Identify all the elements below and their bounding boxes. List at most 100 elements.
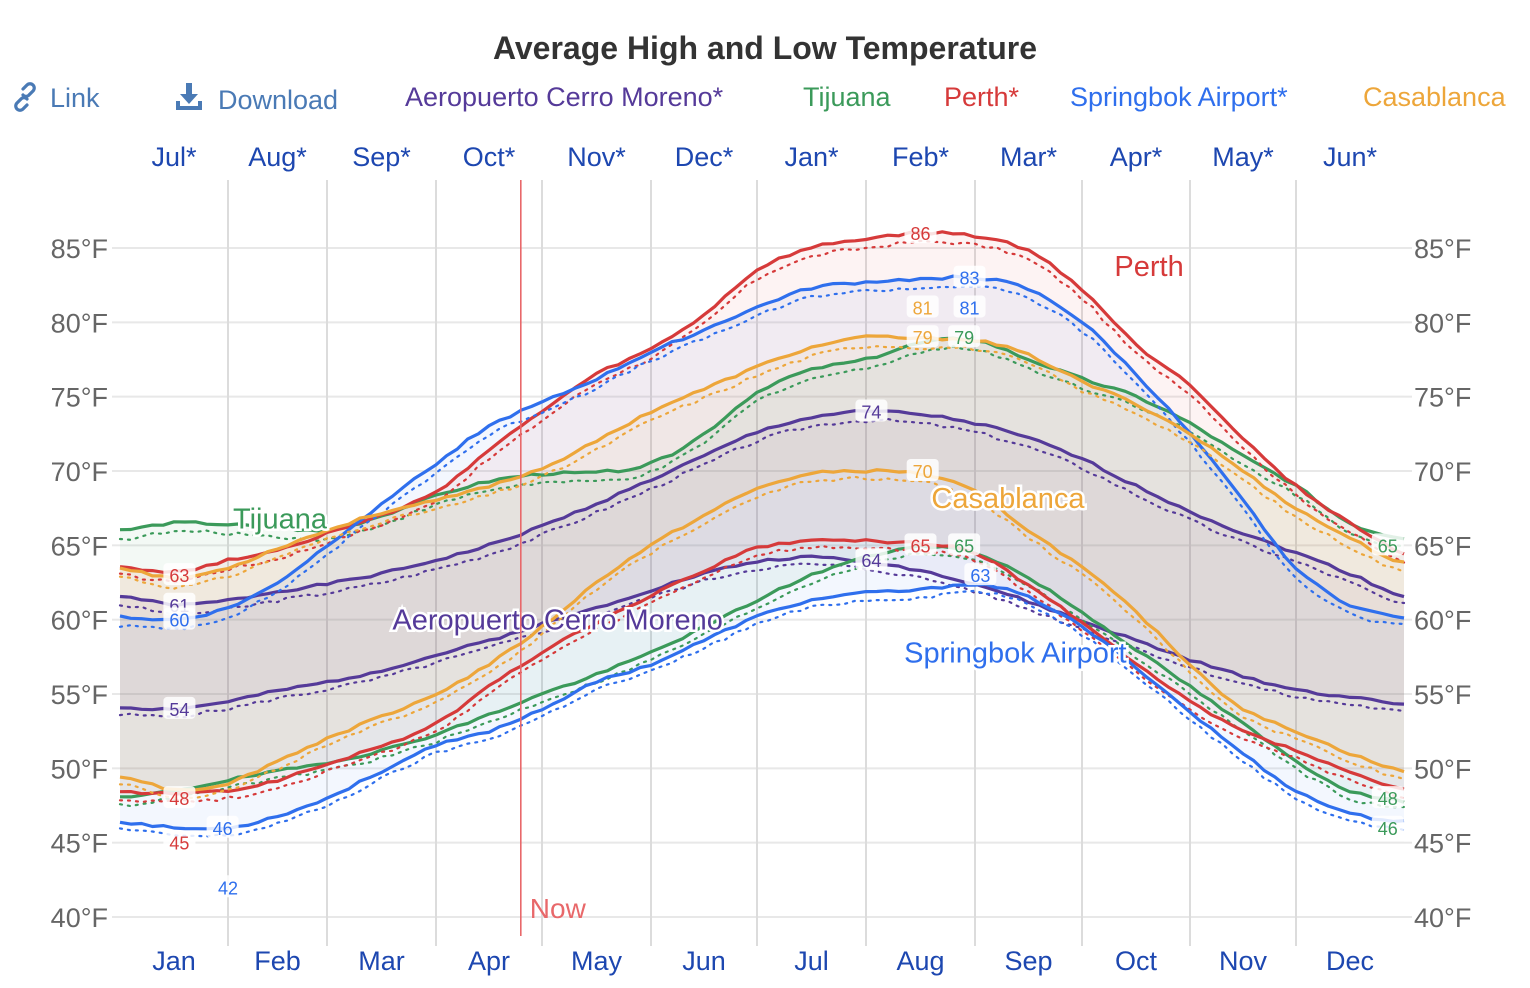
x-tick-label-top: Feb* [892, 142, 950, 172]
record-value-label-springbok-airport-bg [953, 295, 986, 318]
low-value-label-aeropuerto-cerro-moreno-bg [855, 548, 888, 571]
y-tick-label-left: 85°F [51, 234, 108, 264]
y-tick-label-left: 70°F [51, 457, 108, 487]
line-low-casablanca [119, 468, 1405, 792]
low-value-label-perth-bg [904, 533, 937, 556]
low-value-label-springbok-airport-bg [964, 563, 997, 586]
dotted-low-perth [118, 544, 1406, 804]
series-name-label-springbok-airport: Springbok Airport [904, 637, 1126, 669]
chart-title: Average High and Low Temperature [492, 30, 1038, 66]
y-tick-label-left: 50°F [51, 754, 108, 784]
high-value-label-tijuana-bg [948, 325, 981, 348]
low-value-label-perth: 65 [910, 536, 930, 556]
y-tick-label-right: 80°F [1414, 308, 1471, 338]
y-tick-label-right: 60°F [1414, 606, 1471, 636]
series-name-label-casablanca: Casablanca [931, 483, 1085, 515]
x-tick-label-bottom: Nov [1219, 946, 1268, 976]
series-name-label-tijuana: Tijuana [233, 504, 328, 536]
line-low-perth [119, 538, 1405, 796]
series-name-label-perth: Perth [1114, 251, 1183, 283]
low-value-label-casablanca: 70 [913, 462, 933, 482]
download-label: Download [218, 85, 339, 115]
series-name-label-aeropuerto-cerro-moreno: Aeropuerto Cerro Moreno [392, 605, 722, 637]
x-tick-label-top: Jan* [784, 142, 839, 172]
value-label-perth: 63 [169, 566, 189, 586]
record-value-label-springbok-airport-bg [212, 875, 244, 898]
low-value-label-tijuana: 48 [1378, 789, 1398, 809]
low-value-label-springbok-airport: 63 [970, 566, 990, 586]
y-tick-label-right: 75°F [1414, 383, 1471, 413]
x-tick-label-top: Dec* [675, 142, 734, 172]
link-icon [14, 82, 36, 112]
value-label-perth: 48 [169, 789, 189, 809]
value-label-perth: 45 [169, 834, 189, 854]
low-value-label-aeropuerto-cerro-moreno-bg [163, 696, 196, 719]
high-value-label-springbok-airport-bg [163, 607, 196, 630]
high-value-label-casablanca: 79 [913, 328, 933, 348]
record-value-label-tijuana-bg [1371, 815, 1404, 838]
y-tick-label-left: 80°F [51, 308, 108, 338]
high-value-label-tijuana: 65 [1378, 536, 1398, 556]
x-tick-label-top: Sep* [352, 142, 411, 172]
low-value-label-aeropuerto-cerro-moreno: 64 [861, 551, 881, 571]
x-tick-label-bottom: Sep [1004, 946, 1052, 976]
legend-item-casablanca[interactable]: Casablanca [1363, 82, 1506, 112]
high-value-label-tijuana: 79 [954, 328, 974, 348]
series-lines [118, 230, 1406, 838]
download-icon [176, 83, 202, 110]
record-value-label-springbok-airport: 81 [960, 298, 980, 318]
high-value-label-springbok-airport: 60 [169, 611, 189, 631]
legend-item-cerro-moreno[interactable]: Aeropuerto Cerro Moreno* [405, 82, 724, 112]
x-tick-label-top: Mar* [1000, 142, 1057, 172]
low-value-label-springbok-airport-bg [206, 815, 239, 838]
line-low-aeropuerto-cerro-moreno [119, 554, 1405, 712]
high-value-label-perth-bg [904, 221, 937, 244]
y-tick-label-right: 55°F [1414, 680, 1471, 710]
dotted-high-casablanca [118, 345, 1406, 590]
band-fill-casablanca [120, 336, 1404, 790]
download-button[interactable]: Download [174, 82, 338, 116]
line-high-perth [119, 230, 1405, 574]
record-value-label-tijuana: 46 [1378, 819, 1398, 839]
axes-layer: 40°F 40°F 45°F 45°F 50°F 50°F 55°F 55°F 60°F 60°F… [51, 142, 1472, 976]
legend-item-springbok[interactable]: Springbok Airport* [1070, 82, 1288, 112]
y-tick-label-right: 65°F [1414, 531, 1471, 561]
high-value-label-casablanca-bg [906, 325, 939, 348]
value-label-perth-bg [163, 563, 196, 586]
x-tick-label-top: Oct* [463, 142, 516, 172]
value-label-perth-bg [163, 786, 196, 809]
high-value-label-casablanca: 81 [913, 298, 933, 318]
y-tick-label-right: 40°F [1414, 903, 1471, 933]
y-tick-label-left: 75°F [51, 383, 108, 413]
x-tick-label-bottom: Jun [682, 946, 726, 976]
x-tick-label-top: Apr* [1110, 142, 1163, 172]
high-value-label-aeropuerto-cerro-moreno-bg [855, 399, 888, 422]
low-value-label-tijuana-bg [948, 533, 981, 556]
link-button[interactable]: Link [10, 82, 100, 114]
y-tick-label-right: 50°F [1414, 754, 1471, 784]
line-low-springbok-airport [119, 582, 1405, 831]
legend-item-tijuana[interactable]: Tijuana [803, 82, 891, 112]
x-tick-label-bottom: Apr [468, 946, 510, 976]
x-tick-label-top: Aug* [248, 142, 307, 172]
low-value-label-tijuana: 65 [954, 536, 974, 556]
x-tick-label-top: Nov* [567, 142, 626, 172]
x-tick-label-bottom: Feb [254, 946, 301, 976]
x-tick-label-bottom: Jul [794, 946, 829, 976]
high-value-label-casablanca-bg [906, 295, 939, 318]
low-value-label-tijuana-bg [1371, 786, 1404, 809]
y-tick-label-right: 45°F [1414, 829, 1471, 859]
y-tick-label-right: 70°F [1414, 457, 1471, 487]
high-value-label-springbok-airport: 83 [960, 269, 980, 289]
low-value-label-aeropuerto-cerro-moreno: 54 [169, 700, 189, 720]
x-tick-label-top: May* [1212, 142, 1274, 172]
dotted-low-aeropuerto-cerro-moreno [118, 562, 1406, 719]
now-marker-label: Now [530, 893, 587, 924]
link-label: Link [50, 83, 100, 113]
x-tick-label-bottom: Mar [358, 946, 405, 976]
x-tick-label-top: Jun* [1323, 142, 1378, 172]
high-value-label-springbok-airport-bg [953, 265, 986, 288]
legend-item-perth[interactable]: Perth* [944, 82, 1020, 112]
y-tick-label-left: 65°F [51, 531, 108, 561]
dotted-high-aeropuerto-cerro-moreno [118, 417, 1406, 616]
